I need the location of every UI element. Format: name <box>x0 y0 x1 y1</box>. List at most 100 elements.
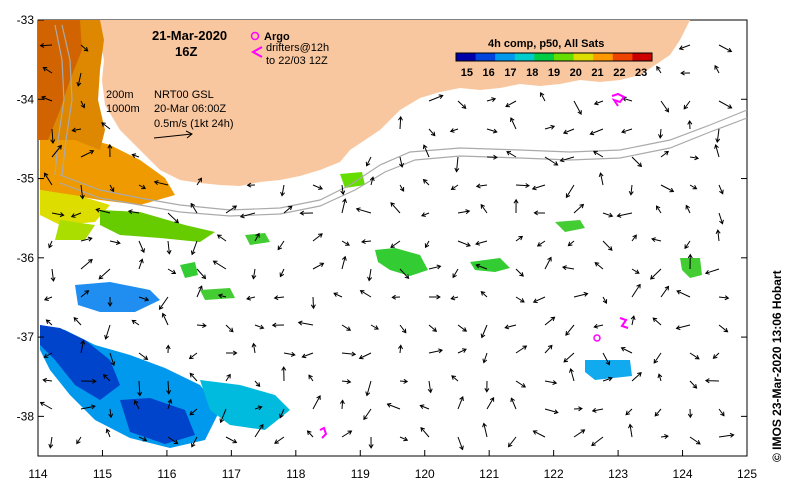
x-tick-label: 124 <box>673 467 693 481</box>
current-arrow-icon <box>544 316 556 326</box>
x-tick-label: 125 <box>737 467 757 481</box>
current-arrow-icon <box>480 203 488 214</box>
current-arrow-icon <box>660 434 669 439</box>
current-arrow-icon <box>359 290 372 298</box>
current-arrow-icon <box>51 212 65 218</box>
current-arrow-icon <box>515 268 524 277</box>
current-arrow-icon <box>630 315 636 326</box>
current-arrow-icon <box>127 209 140 215</box>
argo-marker-icon <box>250 31 260 41</box>
current-arrow-icon <box>718 295 730 301</box>
current-arrow-icon <box>283 351 296 357</box>
colorbar-title: 4h comp, p50, All Sats <box>488 38 604 50</box>
current-arrow-icon <box>594 261 604 270</box>
current-arrow-icon <box>48 436 54 449</box>
current-arrow-icon <box>602 352 611 366</box>
current-arrow-icon <box>340 184 346 196</box>
current-arrow-icon <box>274 436 285 444</box>
current-arrow-icon <box>386 402 401 410</box>
current-arrow-icon <box>308 374 314 382</box>
current-arrow-icon <box>365 156 372 167</box>
current-arrow-icon <box>631 156 643 168</box>
current-arrow-icon <box>689 352 700 360</box>
current-arrow-icon <box>341 379 352 385</box>
current-arrow-icon <box>109 352 116 367</box>
current-arrow-icon <box>625 408 633 416</box>
current-arrow-icon <box>714 143 720 158</box>
current-arrow-icon <box>486 154 498 160</box>
warm-coastal-core <box>38 20 82 140</box>
current-arrow-icon <box>515 296 525 303</box>
current-arrow-icon <box>341 198 347 214</box>
current-arrow-icon <box>452 268 459 279</box>
current-arrow-icon <box>79 184 85 200</box>
current-arrow-icon <box>573 429 586 438</box>
current-arrow-icon <box>531 184 546 191</box>
current-arrow-icon <box>254 380 261 388</box>
x-tick-label: 123 <box>608 467 628 481</box>
current-arrow-icon <box>312 233 323 242</box>
current-arrow-icon <box>341 324 352 331</box>
current-arrow-icon <box>80 44 89 52</box>
current-arrow-icon <box>429 294 441 300</box>
colorbar-swatch <box>573 53 594 61</box>
current-arrow-icon <box>532 296 546 304</box>
current-arrow-icon <box>39 401 53 410</box>
current-arrow-icon <box>399 268 410 280</box>
current-arrow-icon <box>569 367 575 382</box>
current-arrow-icon <box>563 352 575 363</box>
current-arrow-icon <box>50 128 56 144</box>
current-arrow-icon <box>718 324 729 333</box>
current-arrow-icon <box>368 436 374 449</box>
current-arrow-icon <box>367 268 373 282</box>
current-arrow-icon <box>539 91 546 102</box>
current-arrow-icon <box>254 324 265 330</box>
current-arrow-icon <box>254 232 260 242</box>
current-arrow-icon <box>399 378 409 384</box>
x-tick-label: 117 <box>222 467 241 481</box>
current-arrow-icon <box>76 436 82 445</box>
colorbar-tick-label: 17 <box>504 67 516 79</box>
current-arrow-icon <box>428 94 444 102</box>
current-arrow-icon <box>422 178 430 186</box>
current-arrow-icon <box>573 291 589 298</box>
current-arrow-icon <box>718 184 724 195</box>
current-arrow-icon <box>592 150 604 158</box>
current-arrow-icon <box>450 184 459 191</box>
current-arrow-icon <box>687 253 693 270</box>
current-arrow-icon <box>246 182 256 188</box>
current-arrow-icon <box>449 128 459 133</box>
colorbar-swatches <box>455 52 653 62</box>
current-arrow-icon <box>687 120 693 130</box>
current-arrow-icon <box>225 373 231 382</box>
current-arrow-icon <box>565 184 575 199</box>
current-arrow-icon <box>486 128 498 134</box>
current-arrow-icon <box>138 436 148 442</box>
current-arrow-icon <box>107 143 113 158</box>
y-axis: -33 -34 -35 -36 -37 -38 <box>17 13 747 423</box>
current-arrow-icon <box>680 70 691 76</box>
current-arrow-icon <box>454 156 460 173</box>
current-arrow-icon <box>226 350 238 356</box>
current-arrow-icon <box>510 117 517 130</box>
argo-tracks <box>319 92 629 439</box>
current-arrow-icon <box>105 428 111 438</box>
current-arrow-icon <box>505 100 517 108</box>
current-arrow-icon <box>602 240 613 251</box>
current-arrow-icon <box>652 317 662 326</box>
current-arrow-icon <box>73 316 82 326</box>
current-arrow-icon <box>43 172 53 186</box>
current-arrow-icon <box>718 100 733 109</box>
current-arrow-icon <box>277 240 285 251</box>
current-arrow-icon <box>457 100 467 109</box>
current-arrow-icon <box>712 352 720 359</box>
current-arrow-icon <box>98 268 111 280</box>
y-tick-label: -34 <box>17 92 35 106</box>
colorbar-tick-label: 15 <box>461 67 473 79</box>
current-arrow-icon <box>390 240 401 248</box>
current-arrow-icon <box>515 345 528 354</box>
current-arrow-icon <box>510 397 517 410</box>
current-arrow-icon <box>420 426 430 438</box>
velocity-scale-label: 0.5m/s (1kt 24h) <box>154 118 233 130</box>
